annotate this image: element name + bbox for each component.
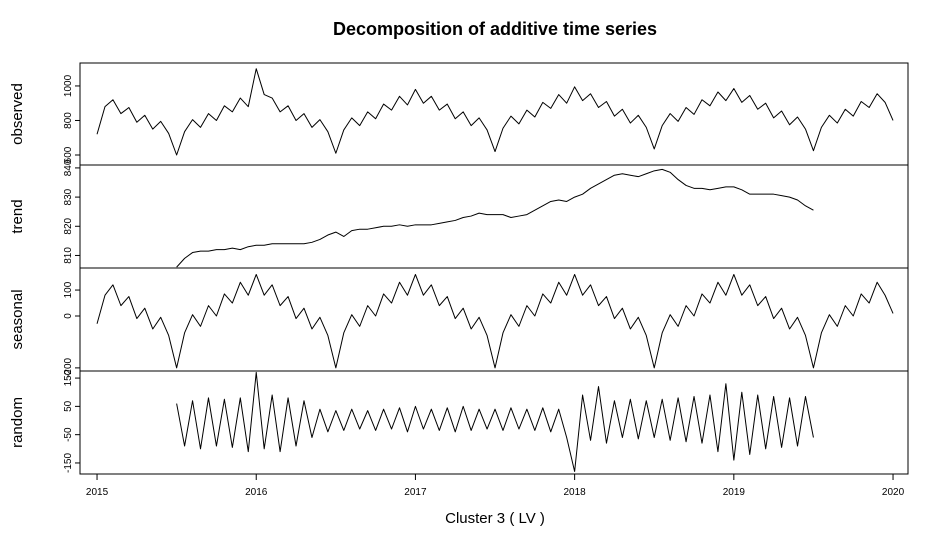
- x-tick-label: 2020: [882, 487, 905, 498]
- panel-frame: [79, 164, 909, 269]
- y-axis-label: seasonal: [9, 289, 26, 349]
- x-tick-label: 2019: [723, 487, 746, 498]
- y-axis-label: trend: [9, 199, 26, 233]
- y-tick-label: 800: [63, 112, 74, 129]
- y-tick-label: 810: [63, 247, 74, 264]
- y-axis-label: random: [9, 397, 26, 448]
- series-line: [176, 168, 814, 268]
- y-tick-label: 100: [63, 281, 74, 298]
- y-tick-label: 840: [63, 159, 74, 176]
- y-tick-label: 820: [63, 217, 74, 234]
- x-tick-label: 2015: [86, 487, 109, 498]
- y-tick-label: 0: [63, 313, 74, 319]
- y-tick-label: 50: [63, 400, 74, 412]
- series-line: [176, 371, 814, 472]
- y-tick-label: 150: [63, 369, 74, 386]
- y-tick-label: 600: [63, 146, 74, 163]
- panel-frame: [79, 267, 909, 372]
- x-tick-label: 2018: [564, 487, 587, 498]
- y-tick-label: 830: [63, 188, 74, 205]
- series-line: [96, 68, 894, 156]
- x-tick-label: 2016: [245, 487, 268, 498]
- y-tick-label: 1000: [63, 74, 74, 97]
- y-axis-label: observed: [9, 83, 26, 145]
- series-line: [96, 273, 894, 369]
- x-tick-label: 2017: [404, 487, 427, 498]
- y-tick-label: -50: [63, 427, 74, 442]
- y-tick-label: -150: [63, 453, 74, 473]
- panel-frame: [79, 370, 909, 475]
- x-axis-label: Cluster 3 ( LV ): [445, 510, 545, 527]
- chart-title: Decomposition of additive time series: [333, 19, 657, 39]
- y-tick-label: -200: [63, 357, 74, 377]
